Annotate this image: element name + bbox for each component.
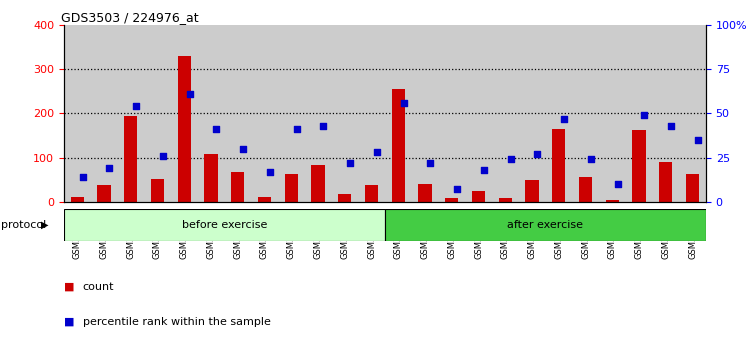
Bar <box>579 177 593 202</box>
Point <box>371 149 383 155</box>
Bar <box>204 154 218 202</box>
Bar <box>64 209 385 241</box>
Text: percentile rank within the sample: percentile rank within the sample <box>83 317 270 327</box>
Bar <box>599 25 626 202</box>
Bar <box>418 184 432 202</box>
Point <box>291 126 303 132</box>
Bar <box>225 25 251 202</box>
Point <box>77 174 89 180</box>
Bar <box>71 198 84 202</box>
Bar <box>439 25 465 202</box>
Bar <box>492 25 519 202</box>
Bar <box>445 198 458 202</box>
Bar <box>251 25 278 202</box>
Bar <box>198 25 225 202</box>
Bar <box>552 129 566 202</box>
Bar <box>632 130 646 202</box>
Point <box>585 156 597 162</box>
Point <box>451 187 463 192</box>
Bar <box>385 209 706 241</box>
Point <box>692 137 704 143</box>
Bar <box>64 25 91 202</box>
Point <box>210 126 222 132</box>
Bar <box>305 25 331 202</box>
Point <box>104 165 116 171</box>
Point <box>318 123 330 129</box>
Bar <box>499 198 512 202</box>
Bar <box>338 194 351 202</box>
Bar <box>412 25 439 202</box>
Bar <box>258 198 271 202</box>
Bar <box>358 25 385 202</box>
Bar <box>519 25 545 202</box>
Text: ■: ■ <box>64 282 74 292</box>
Bar <box>98 185 110 202</box>
Point <box>237 146 249 152</box>
Bar <box>472 191 485 202</box>
Text: count: count <box>83 282 114 292</box>
Bar <box>285 174 298 202</box>
Text: after exercise: after exercise <box>508 220 584 230</box>
Bar <box>626 25 653 202</box>
Bar <box>659 162 672 202</box>
Point <box>505 156 517 162</box>
Bar <box>385 25 412 202</box>
Bar <box>91 25 117 202</box>
Point <box>611 181 623 187</box>
Bar <box>151 179 164 202</box>
Bar <box>572 25 599 202</box>
Bar <box>171 25 198 202</box>
Bar <box>526 180 538 202</box>
Point <box>532 151 544 157</box>
Bar <box>605 200 619 202</box>
Point <box>130 103 142 109</box>
Text: ■: ■ <box>64 317 74 327</box>
Bar <box>144 25 170 202</box>
Bar <box>177 56 191 202</box>
Point <box>264 169 276 175</box>
Bar <box>117 25 144 202</box>
Text: GDS3503 / 224976_at: GDS3503 / 224976_at <box>61 11 198 24</box>
Point <box>157 153 169 159</box>
Bar <box>465 25 492 202</box>
Bar <box>124 116 137 202</box>
Point <box>344 160 356 166</box>
Point <box>478 167 490 173</box>
Point <box>424 160 436 166</box>
Bar <box>365 185 379 202</box>
Text: protocol: protocol <box>1 220 46 230</box>
Bar <box>231 172 244 202</box>
Text: ▶: ▶ <box>41 220 49 230</box>
Bar <box>312 165 324 202</box>
Bar <box>278 25 305 202</box>
Bar <box>679 25 706 202</box>
Bar <box>653 25 679 202</box>
Point <box>397 100 409 105</box>
Bar <box>331 25 358 202</box>
Bar <box>545 25 572 202</box>
Text: before exercise: before exercise <box>182 220 267 230</box>
Point <box>558 116 570 121</box>
Point <box>183 91 195 97</box>
Point <box>638 112 650 118</box>
Point <box>665 123 677 129</box>
Bar <box>686 174 699 202</box>
Bar <box>391 89 405 202</box>
